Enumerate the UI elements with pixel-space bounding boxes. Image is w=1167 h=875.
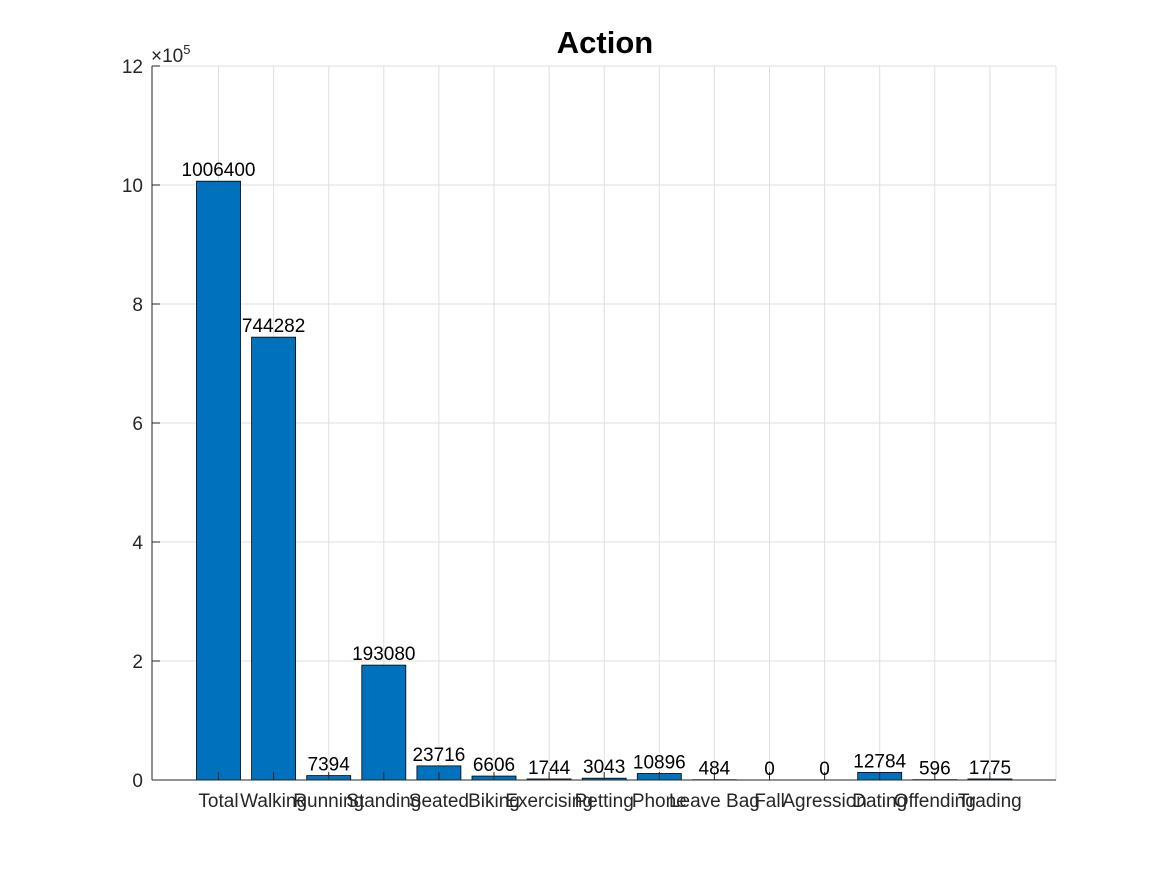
y-axis-exponent: ×105	[151, 42, 190, 67]
x-tick-label: Standing	[346, 791, 421, 812]
chart-title: Action	[557, 25, 653, 60]
y-tick-label: 12	[122, 57, 143, 78]
x-tick-label: Total	[198, 791, 238, 812]
axes	[151, 65, 1056, 781]
data-label: 1775	[969, 758, 1011, 779]
x-tick-label: Phone	[632, 791, 687, 812]
bar-walking	[251, 336, 297, 781]
y-tick-label: 6	[132, 414, 143, 435]
data-label: 3043	[583, 757, 625, 778]
x-tick-label: Agression	[782, 791, 867, 812]
data-label: 1744	[528, 758, 571, 779]
data-label: 6606	[473, 755, 515, 776]
data-labels: 1006400 744282 7394 193080 23716 6606 1744 3043…	[182, 160, 1012, 780]
y-tick-labels: 0 2 4 6 8 10 12	[122, 57, 144, 792]
data-label: 0	[819, 759, 830, 780]
data-label: 484	[699, 759, 731, 780]
data-label: 1006400	[182, 160, 256, 181]
data-label: 744282	[242, 316, 305, 337]
x-tick-label: Dating	[852, 791, 907, 812]
y-tick-label: 4	[132, 533, 143, 554]
y-axis-exponent-base: ×10	[151, 46, 183, 67]
x-tick-label: Exercising	[505, 791, 593, 812]
x-tick-label: Offending	[894, 791, 976, 812]
x-tick-label: Seated	[409, 791, 469, 812]
y-tick-label: 0	[132, 771, 143, 792]
x-tick-label: Fall	[754, 791, 785, 812]
x-tick-label: Running	[293, 791, 364, 812]
y-tick-label: 10	[122, 176, 143, 197]
x-tick-label: Petting	[575, 791, 634, 812]
y-axis-exponent-power: 5	[183, 42, 190, 57]
data-label: 0	[764, 759, 775, 780]
x-tick-label: Leave Bag	[669, 791, 760, 812]
data-label: 596	[919, 759, 951, 780]
bar-total	[196, 180, 241, 781]
data-label: 23716	[412, 745, 465, 766]
y-tick-label: 2	[132, 652, 143, 673]
data-label: 7394	[308, 755, 351, 776]
y-tick-label: 8	[132, 295, 143, 316]
grid-lines	[152, 65, 1057, 780]
data-label: 10896	[633, 753, 686, 774]
x-tick-label: Biking	[468, 791, 520, 812]
data-label: 193080	[352, 644, 415, 665]
x-tick-label: Trading	[958, 791, 1022, 812]
data-label: 12784	[853, 751, 906, 772]
bar-standing	[361, 664, 407, 781]
x-tick-label: Walking	[240, 791, 307, 812]
